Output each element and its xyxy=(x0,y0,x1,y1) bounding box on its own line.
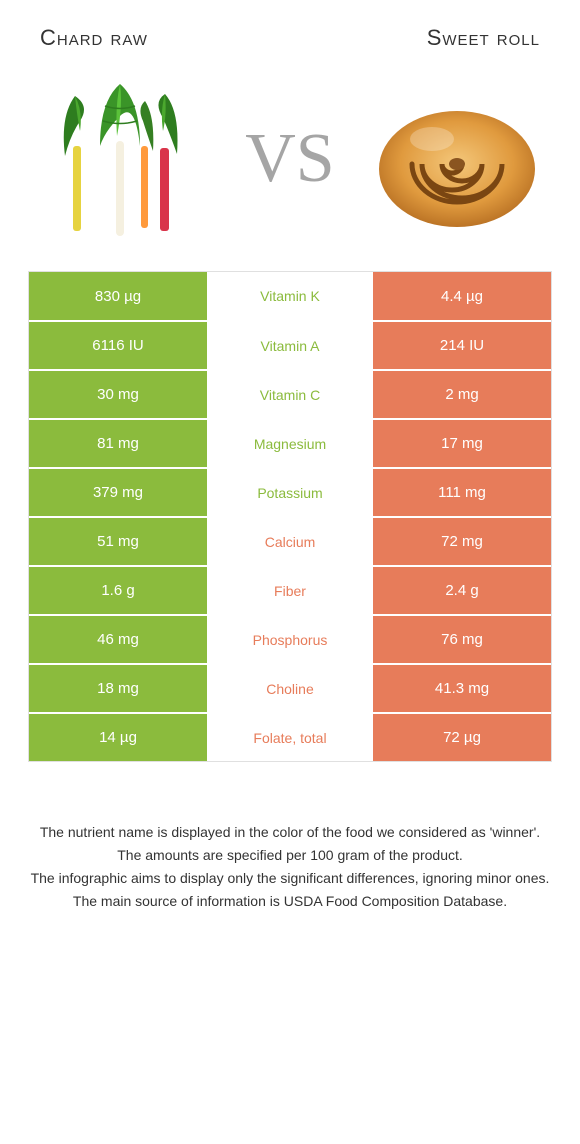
right-value: 41.3 mg xyxy=(373,665,551,712)
right-value: 72 µg xyxy=(373,714,551,761)
nutrient-name: Vitamin A xyxy=(207,322,373,369)
nutrient-name: Folate, total xyxy=(207,714,373,761)
nutrient-name: Choline xyxy=(207,665,373,712)
footnotes: The nutrient name is displayed in the co… xyxy=(20,822,560,912)
left-value: 14 µg xyxy=(29,714,207,761)
sweet-roll-image xyxy=(370,74,545,244)
nutrient-row: 81 mgMagnesium17 mg xyxy=(29,418,551,467)
left-value: 18 mg xyxy=(29,665,207,712)
left-value: 379 mg xyxy=(29,469,207,516)
right-value: 17 mg xyxy=(373,420,551,467)
food-left-title: Chard raw xyxy=(40,25,148,51)
images-row: VS xyxy=(20,71,560,246)
nutrient-row: 18 mgCholine41.3 mg xyxy=(29,663,551,712)
right-value: 76 mg xyxy=(373,616,551,663)
header-row: Chard raw Sweet roll xyxy=(20,25,560,51)
nutrient-name: Vitamin C xyxy=(207,371,373,418)
nutrient-row: 46 mgPhosphorus76 mg xyxy=(29,614,551,663)
nutrient-name: Fiber xyxy=(207,567,373,614)
nutrient-row: 830 µgVitamin K4.4 µg xyxy=(29,271,551,320)
right-value: 72 mg xyxy=(373,518,551,565)
nutrient-table: 830 µgVitamin K4.4 µg6116 IUVitamin A214… xyxy=(28,271,552,762)
nutrient-row: 51 mgCalcium72 mg xyxy=(29,516,551,565)
nutrient-row: 379 mgPotassium111 mg xyxy=(29,467,551,516)
nutrient-name: Phosphorus xyxy=(207,616,373,663)
footnote-line: The infographic aims to display only the… xyxy=(30,868,550,889)
nutrient-row: 14 µgFolate, total72 µg xyxy=(29,712,551,761)
left-value: 830 µg xyxy=(29,272,207,320)
footnote-line: The main source of information is USDA F… xyxy=(30,891,550,912)
nutrient-row: 1.6 gFiber2.4 g xyxy=(29,565,551,614)
nutrient-name: Vitamin K xyxy=(207,272,373,320)
left-value: 30 mg xyxy=(29,371,207,418)
left-value: 51 mg xyxy=(29,518,207,565)
vs-label: VS xyxy=(245,119,334,199)
right-value: 214 IU xyxy=(373,322,551,369)
nutrient-name: Calcium xyxy=(207,518,373,565)
footnote-line: The amounts are specified per 100 gram o… xyxy=(30,845,550,866)
chard-icon xyxy=(45,76,200,241)
chard-image xyxy=(35,74,210,244)
right-value: 111 mg xyxy=(373,469,551,516)
nutrient-row: 30 mgVitamin C2 mg xyxy=(29,369,551,418)
left-value: 1.6 g xyxy=(29,567,207,614)
footnote-line: The nutrient name is displayed in the co… xyxy=(30,822,550,843)
right-value: 4.4 µg xyxy=(373,272,551,320)
nutrient-name: Magnesium xyxy=(207,420,373,467)
nutrient-row: 6116 IUVitamin A214 IU xyxy=(29,320,551,369)
food-right-title: Sweet roll xyxy=(427,25,540,51)
left-value: 81 mg xyxy=(29,420,207,467)
left-value: 6116 IU xyxy=(29,322,207,369)
right-value: 2.4 g xyxy=(373,567,551,614)
sweet-roll-icon xyxy=(372,84,542,234)
left-value: 46 mg xyxy=(29,616,207,663)
right-value: 2 mg xyxy=(373,371,551,418)
nutrient-name: Potassium xyxy=(207,469,373,516)
